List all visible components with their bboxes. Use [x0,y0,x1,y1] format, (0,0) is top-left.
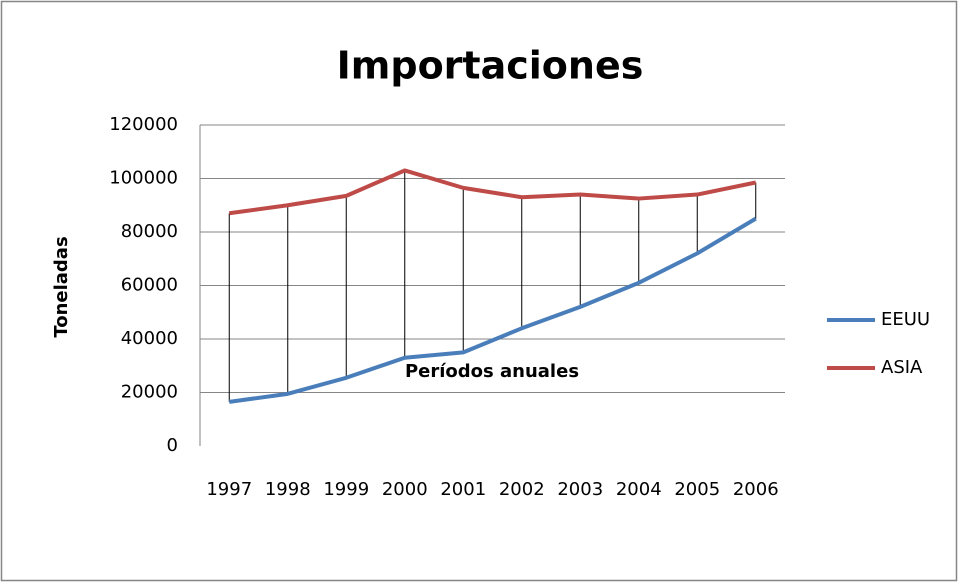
x-tick-label: 2001 [440,479,486,500]
x-tick-label: 2002 [499,479,545,500]
x-tick-label: 2004 [616,479,662,500]
y-tick-label: 60000 [121,275,178,296]
x-tick-label: 2005 [674,479,720,500]
x-axis-label: Períodos anuales [405,361,579,382]
y-tick-label: 0 [167,435,178,456]
x-tick-label: 2003 [557,479,603,500]
legend-label: ASIA [881,357,923,378]
x-tick-label: 1998 [265,479,311,500]
x-tick-label: 2006 [733,479,779,500]
y-tick-label: 100000 [109,168,178,189]
legend-label: EEUU [881,309,930,330]
y-tick-label: 40000 [121,328,178,349]
x-tick-label: 2000 [382,479,428,500]
y-tick-label: 120000 [109,114,178,135]
series-line [228,216,757,404]
y-tick-label: 20000 [121,382,178,403]
y-axis-label: Toneladas [51,236,72,337]
x-tick-label: 1999 [323,479,369,500]
x-tick-label: 1997 [206,479,252,500]
series-line [228,168,757,216]
y-tick-label: 80000 [121,221,178,242]
chart-title: Importaciones [337,44,644,88]
